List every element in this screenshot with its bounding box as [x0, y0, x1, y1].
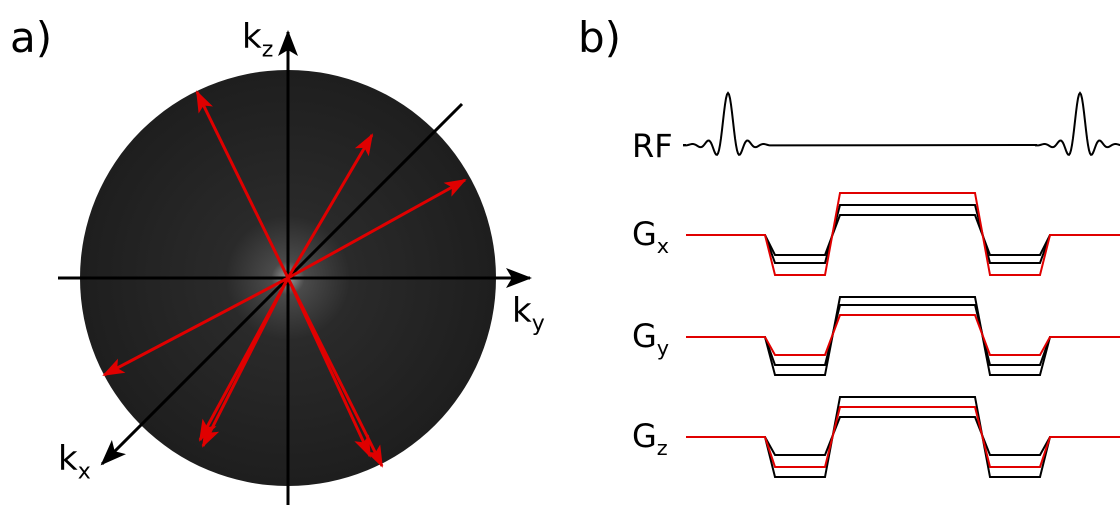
label-base: G	[632, 417, 657, 455]
label-sub: x	[78, 459, 91, 485]
label-sub: y	[532, 311, 545, 337]
gradient-waveform	[686, 315, 1120, 355]
panel-label: b)	[578, 13, 621, 62]
figure: a) b) kzkykx RFGxGyGz	[0, 0, 1120, 506]
label-base: k	[58, 439, 78, 479]
label-sub: z	[657, 436, 668, 460]
axis-label: kz	[242, 17, 273, 63]
axis-label: ky	[512, 291, 545, 337]
label-sub: y	[657, 336, 669, 360]
axis-label: Gy	[632, 317, 669, 360]
axis-label: kx	[58, 439, 91, 485]
label-base: G	[632, 317, 657, 355]
label-base: k	[512, 291, 532, 331]
panel-label: a)	[10, 13, 52, 62]
label-sub: z	[262, 37, 274, 63]
rf-waveform	[684, 93, 1120, 155]
axis-label: RF	[632, 127, 673, 165]
label-base: RF	[632, 127, 673, 165]
label-base: G	[632, 215, 657, 253]
axis-label: Gz	[632, 417, 668, 460]
label-base: k	[242, 17, 262, 57]
label-sub: x	[657, 234, 669, 258]
axis-label: Gx	[632, 215, 669, 258]
